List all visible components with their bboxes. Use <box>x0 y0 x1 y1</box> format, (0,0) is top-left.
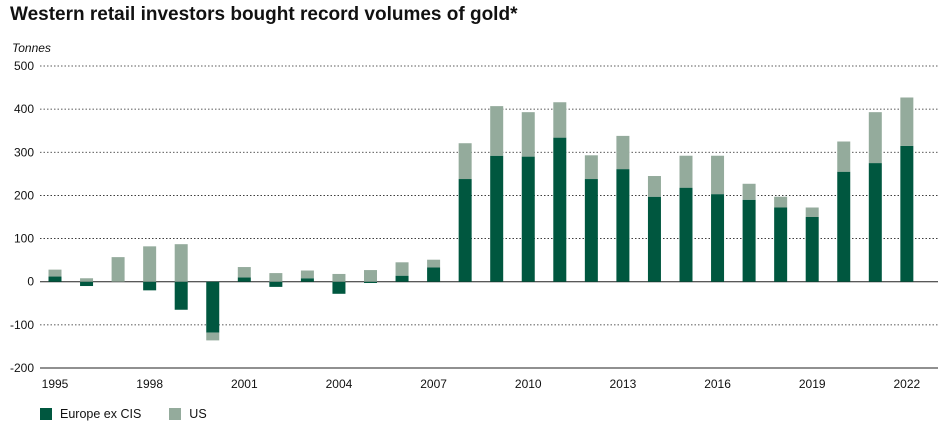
us-bar-2008 <box>458 143 472 180</box>
us-bar-2017 <box>742 183 756 200</box>
y-tick-label: 400 <box>14 102 34 116</box>
us-bar-2012 <box>584 155 598 180</box>
us-bar-2009 <box>490 106 504 156</box>
us-bar-2010 <box>521 112 535 157</box>
us-bar-2014 <box>647 176 661 197</box>
legend-label-europe: Europe ex CIS <box>60 407 142 421</box>
legend-item-us: US <box>169 407 207 421</box>
x-tick-label: 2007 <box>420 377 447 391</box>
europe-bar-2018 <box>774 207 788 282</box>
legend-item-europe: Europe ex CIS <box>40 407 141 421</box>
us-bar-2013 <box>616 135 630 170</box>
us-bar-2020 <box>837 141 851 172</box>
x-tick-label: 2001 <box>231 377 258 391</box>
us-bar-2003 <box>300 270 314 279</box>
y-tick-label: -100 <box>10 318 34 332</box>
y-axis-unit-label: Tonnes <box>12 41 51 55</box>
europe-bar-2004 <box>332 281 346 294</box>
europe-bar-2020 <box>837 171 851 282</box>
chart-title: Western retail investors bought record v… <box>10 4 518 25</box>
europe-bar-1996 <box>80 281 94 287</box>
x-tick-label: 2022 <box>893 377 920 391</box>
us-bar-2002 <box>269 273 283 282</box>
us-bar-2006 <box>395 262 409 276</box>
europe-bar-2021 <box>868 163 882 282</box>
us-bar-2021 <box>868 112 882 164</box>
x-tick-label: 2019 <box>799 377 826 391</box>
europe-bar-2007 <box>427 267 441 282</box>
us-bar-2004 <box>332 273 346 282</box>
europe-bar-2012 <box>584 179 598 282</box>
y-tick-label: 300 <box>14 145 34 159</box>
europe-bar-2015 <box>679 187 693 282</box>
x-tick-label: 2010 <box>515 377 542 391</box>
europe-bar-2000 <box>206 281 220 333</box>
legend: Europe ex CIS US <box>40 407 207 421</box>
us-bar-2015 <box>679 155 693 188</box>
europe-bar-2019 <box>805 217 819 282</box>
europe-bar-2006 <box>395 275 409 282</box>
legend-swatch-us <box>169 408 182 420</box>
europe-bar-2016 <box>711 194 725 282</box>
legend-swatch-europe <box>40 408 52 420</box>
europe-bar-2009 <box>490 155 504 282</box>
europe-bar-2011 <box>553 137 567 282</box>
europe-bar-1995 <box>48 276 62 282</box>
x-tick-label: 2013 <box>610 377 637 391</box>
us-bar-2005 <box>364 270 377 282</box>
us-bar-1999 <box>174 244 188 282</box>
chart-plot-area: 500 400 300 200 100 0 -100 -200 1995 1998 2001 200… <box>10 59 938 391</box>
us-bar-2022 <box>900 97 914 146</box>
us-negative-bar-2000 <box>206 332 220 341</box>
legend-label-us: US <box>189 407 207 421</box>
y-tick-label: 200 <box>14 188 34 202</box>
europe-bar-1999 <box>174 281 188 310</box>
europe-bar-2001 <box>237 277 251 282</box>
europe-bar-2013 <box>616 169 630 282</box>
y-tick-label: -200 <box>10 361 34 375</box>
us-bar-2019 <box>805 207 819 217</box>
y-tick-label: 0 <box>27 275 34 289</box>
europe-bar-2010 <box>521 156 535 282</box>
x-tick-label: 1995 <box>42 377 69 391</box>
us-bar-2011 <box>553 102 567 138</box>
europe-bar-2002 <box>269 281 283 287</box>
europe-bar-1998 <box>143 281 157 291</box>
europe-bar-2022 <box>900 145 914 282</box>
us-bar-2018 <box>774 196 788 208</box>
us-bar-2016 <box>711 155 725 195</box>
us-bar-1997 <box>111 257 125 282</box>
us-bar-1996 <box>80 278 94 282</box>
europe-bar-2008 <box>458 179 472 282</box>
europe-bar-2017 <box>742 199 756 282</box>
us-bar-1995 <box>48 269 62 277</box>
europe-bar-2003 <box>300 278 314 282</box>
y-tick-label: 100 <box>14 232 34 246</box>
us-bar-2007 <box>427 259 441 268</box>
x-tick-label: 2004 <box>326 377 353 391</box>
us-bar-1998 <box>143 246 157 282</box>
europe-bar-2014 <box>647 196 661 282</box>
x-tick-label: 1998 <box>136 377 163 391</box>
x-tick-label: 2016 <box>704 377 731 391</box>
europe-bar-2005 <box>364 281 377 284</box>
us-bar-2001 <box>237 267 251 278</box>
y-tick-label: 500 <box>14 59 34 73</box>
